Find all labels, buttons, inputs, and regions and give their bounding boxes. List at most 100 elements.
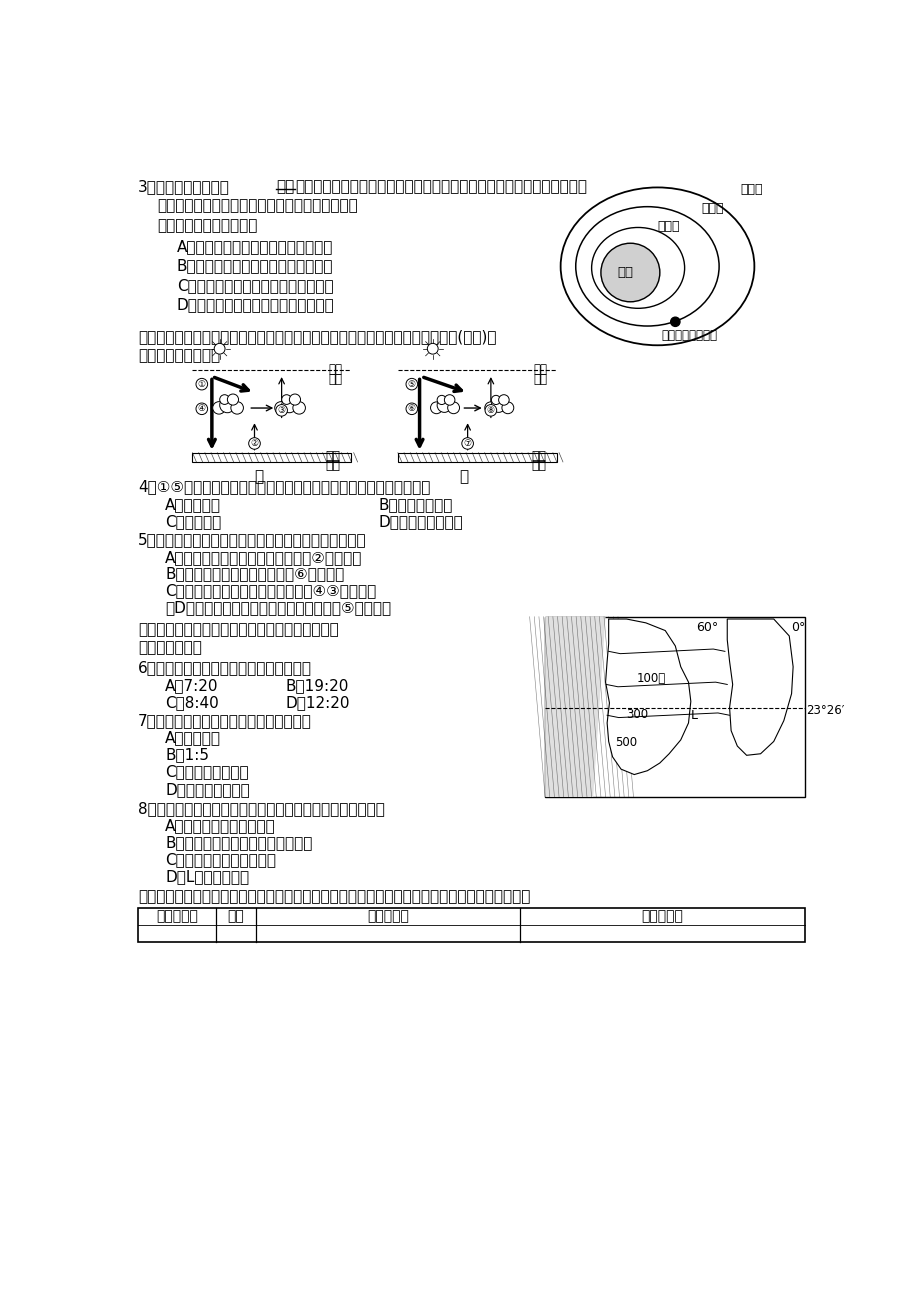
Text: 8．根据晨昏线摆动原理，当阴影部分面积达一年中最小值时: 8．根据晨昏线摆动原理，当阴影部分面积达一年中最小值时 [138, 802, 385, 816]
Text: D．线速度依次减小　角速度依次增大: D．线速度依次减小 角速度依次增大 [176, 297, 335, 312]
Text: ⑤: ⑤ [407, 380, 415, 389]
Bar [138, 907, 804, 941]
Circle shape [405, 379, 417, 389]
Text: 月球: 月球 [617, 266, 632, 279]
Text: L: L [690, 710, 698, 723]
Circle shape [491, 398, 505, 413]
Polygon shape [726, 618, 792, 755]
Circle shape [600, 243, 659, 302]
Text: ①: ① [198, 380, 206, 389]
Text: A．甲地的年太阳总辐射量较小，与②大小有关: A．甲地的年太阳总辐射量较小，与②大小有关 [165, 549, 362, 565]
Circle shape [502, 402, 513, 414]
Text: D．乙地的年太阳辐射总量较甲地大，与⑤大小有关: D．乙地的年太阳辐射总量较甲地大，与⑤大小有关 [165, 600, 391, 616]
Circle shape [212, 401, 225, 414]
Text: 科目与时间: 科目与时间 [156, 909, 198, 923]
Circle shape [227, 395, 238, 405]
Circle shape [281, 395, 291, 405]
Text: 下表为宜宾未来２０１６年高三年级第一次诊断性测验与阅卷时间安排表，读表完成９～１１题。: 下表为宜宾未来２０１６年高三年级第一次诊断性测验与阅卷时间安排表，读表完成９～１… [138, 889, 530, 905]
Circle shape [405, 404, 417, 414]
Text: 3．嫦娥２号卫星三次: 3．嫦娥２号卫星三次 [138, 180, 230, 194]
Circle shape [437, 398, 451, 413]
Circle shape [281, 397, 297, 413]
Circle shape [484, 405, 496, 417]
Text: 轨道３: 轨道３ [657, 220, 679, 233]
Polygon shape [545, 617, 605, 797]
Text: 盆地: 盆地 [325, 450, 340, 464]
Text: 23°26′: 23°26′ [805, 703, 844, 716]
Circle shape [448, 402, 459, 414]
Bar [397, 453, 556, 462]
Circle shape [484, 402, 496, 414]
Text: A．7:20: A．7:20 [165, 678, 219, 693]
Text: 减速: 减速 [276, 180, 294, 194]
Circle shape [196, 379, 208, 389]
Circle shape [289, 395, 301, 405]
Text: D．大气透明度相近: D．大气透明度相近 [378, 514, 463, 530]
Text: B．19:20: B．19:20 [285, 678, 348, 693]
Text: 300: 300 [626, 707, 648, 720]
Circle shape [292, 401, 305, 414]
Text: 读嫦娥２号三次制动后绕月轨道图。嫦娥２号卫星: 读嫦娥２号三次制动后绕月轨道图。嫦娥２号卫星 [157, 199, 358, 214]
Text: B．乙地的年平均气温较低，与⑥大小有关: B．乙地的年平均气温较低，与⑥大小有关 [165, 566, 345, 582]
Text: 100甲: 100甲 [636, 672, 665, 685]
Bar [545, 617, 804, 797]
Text: ⑥: ⑥ [407, 405, 415, 413]
Text: 大气: 大气 [533, 362, 547, 375]
Circle shape [196, 404, 208, 414]
Text: 甲: 甲 [254, 470, 263, 484]
Text: C．线速度依次减小　角速度依次减小: C．线速度依次减小 角速度依次减小 [176, 277, 334, 293]
Text: A．地中海沿岸炎热、干燥: A．地中海沿岸炎热、干燥 [165, 819, 276, 833]
Text: ②: ② [250, 439, 258, 448]
Text: 80°: 80° [550, 621, 573, 634]
Circle shape [670, 318, 679, 327]
Text: 三次变轨过程中（　　）: 三次变轨过程中（ ） [157, 217, 257, 233]
Text: 下面为甲、乙两地某时段大气受热过程示意图，箭头反映了能量传递方向及大小(粗细)。: 下面为甲、乙两地某时段大气受热过程示意图，箭头反映了能量传递方向及大小(粗细)。 [138, 329, 496, 345]
Text: 日期: 日期 [227, 909, 244, 923]
Text: 上界: 上界 [328, 372, 342, 385]
Text: 上界: 上界 [533, 372, 547, 385]
Text: B．我国长江中下游地区进入梅雨期: B．我国长江中下游地区进入梅雨期 [165, 836, 312, 850]
Circle shape [437, 396, 446, 405]
Circle shape [430, 402, 442, 414]
Text: ③: ③ [278, 406, 286, 415]
Text: D．12:20: D．12:20 [285, 695, 349, 710]
Text: １月１５日: １月１５日 [641, 909, 682, 923]
Text: ⑦: ⑦ [463, 439, 471, 448]
Text: 6．图示时刻我们所使用的手表上的时间为: 6．图示时刻我们所使用的手表上的时间为 [138, 660, 312, 676]
Circle shape [426, 344, 437, 354]
Circle shape [461, 437, 473, 449]
Text: 地面: 地面 [530, 458, 546, 471]
Text: 7．图示时刻全球新旧一天所占比例大致为: 7．图示时刻全球新旧一天所占比例大致为 [138, 713, 312, 728]
Polygon shape [605, 618, 690, 775]
Text: 制动后，依次进入１２小时轨道、３．５小时轨道、４５分钟工作轨道。: 制动后，依次进入１２小时轨道、３．５小时轨道、４５分钟工作轨道。 [295, 180, 587, 194]
Text: 完成６－８题。: 完成６－８题。 [138, 639, 202, 655]
Text: 乙: 乙 [459, 470, 468, 484]
Text: C．甲地的气温日较差较乙地小，与④③大小有关: C．甲地的气温日较差较乙地小，与④③大小有关 [165, 583, 376, 599]
Text: 图中等值线是海洋等降水量线，阴影为黑夜。读图: 图中等值线是海洋等降水量线，阴影为黑夜。读图 [138, 622, 338, 637]
Text: 0°: 0° [790, 621, 804, 634]
Text: B．1:5: B．1:5 [165, 747, 210, 763]
Text: ④: ④ [198, 405, 206, 413]
Circle shape [248, 437, 260, 449]
Circle shape [220, 395, 229, 405]
Text: 高原: 高原 [530, 450, 546, 464]
Text: A．纬度相当: A．纬度相当 [165, 497, 221, 513]
Text: 读图回答４～５题。: 读图回答４～５题。 [138, 348, 221, 363]
Text: C．海拔相当: C．海拔相当 [165, 514, 221, 530]
Text: A．线速度依次增大　角速度依次减小: A．线速度依次增大 角速度依次减小 [176, 240, 333, 254]
Text: C．地球公转到远日点附近: C．地球公转到远日点附近 [165, 853, 276, 867]
Text: C．8:40: C．8:40 [165, 695, 219, 710]
Text: ⑧: ⑧ [486, 406, 494, 415]
Text: １月１４日: １月１４日 [367, 909, 408, 923]
Circle shape [275, 401, 287, 414]
Bar [192, 453, 351, 462]
Text: 轨道２: 轨道２ [701, 202, 723, 215]
Text: B．距海远近相同: B．距海远近相同 [378, 497, 452, 513]
Circle shape [220, 397, 234, 413]
Circle shape [231, 401, 244, 414]
Text: D．几乎全为旧一天: D．几乎全为旧一天 [165, 783, 250, 797]
Text: 地面: 地面 [325, 458, 340, 471]
Text: B．线速度依次增大　角速度依次增大: B．线速度依次增大 角速度依次增大 [176, 259, 334, 273]
Text: D．L河处在丰水期: D．L河处在丰水期 [165, 870, 249, 884]
Text: 500: 500 [614, 736, 636, 749]
